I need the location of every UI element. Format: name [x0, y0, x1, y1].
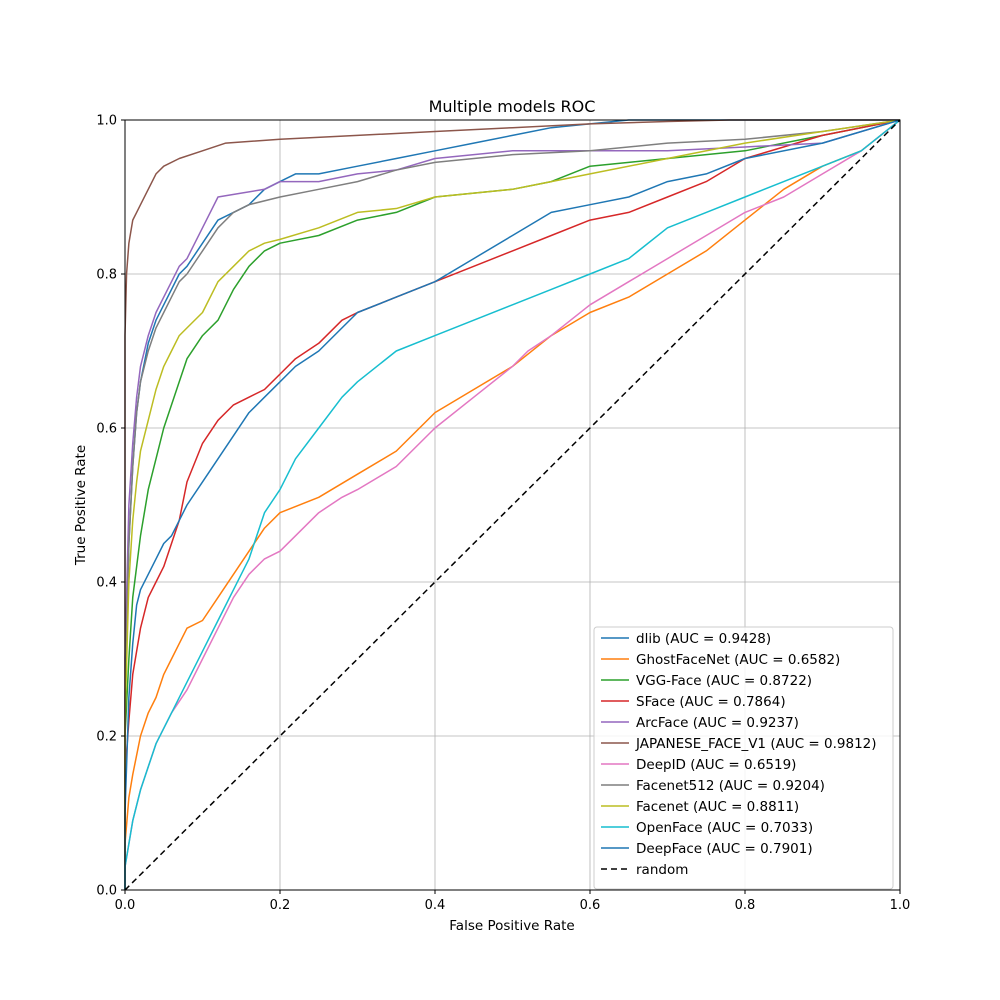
- series-line-10: [124, 119, 901, 890]
- legend-entry-label: SFace (AUC = 0.7864): [636, 694, 786, 710]
- plot-frame: [124, 119, 901, 891]
- series-line-8: [124, 119, 901, 890]
- y-tick-label: 0.8: [96, 268, 117, 283]
- x-axis-label: False Positive Rate: [449, 918, 574, 934]
- legend-entry-label: JAPANESE_FACE_V1 (AUC = 0.9812): [635, 736, 877, 752]
- series-line-9: [124, 119, 901, 890]
- legend-entry-label: GhostFaceNet (AUC = 0.6582): [636, 652, 840, 668]
- series-line-2: [124, 119, 901, 890]
- legend-entry-label: DeepID (AUC = 0.6519): [636, 757, 796, 773]
- series-line-3: [124, 119, 901, 890]
- legend-entry-label: VGG-Face (AUC = 0.8722): [636, 673, 812, 689]
- legend-entry-label: DeepFace (AUC = 0.7901): [636, 841, 813, 857]
- y-tick-label: 1.0: [96, 114, 117, 129]
- axis-ticks: 0.0 0.2 0.4 0.6 0.8 1.0 0.0 0.2 0.4 0.6 0.8 1.0: [96, 114, 910, 914]
- series-line-7: [124, 119, 901, 890]
- y-axis-label: True Positive Rate: [73, 445, 89, 566]
- chart-title: Multiple models ROC: [429, 97, 596, 116]
- legend-entry-label: OpenFace (AUC = 0.7033): [636, 820, 813, 836]
- series-line-11: [124, 119, 901, 891]
- series-lines: [124, 119, 901, 891]
- legend-box: [593, 626, 894, 890]
- legend-entry-label: ArcFace (AUC = 0.9237): [636, 715, 799, 731]
- legend-entry-label: dlib (AUC = 0.9428): [636, 631, 771, 647]
- series-line-1: [124, 119, 901, 890]
- legend-entry-label: random: [636, 862, 688, 878]
- x-tick-label: 0.2: [270, 898, 291, 913]
- x-tick-label: 0.4: [425, 898, 446, 913]
- legend-entry-label: Facenet512 (AUC = 0.9204): [636, 778, 825, 794]
- series-line-4: [124, 119, 901, 890]
- y-tick-label: 0.2: [96, 730, 117, 745]
- y-tick-label: 0.6: [96, 422, 117, 437]
- x-tick-label: 0.6: [580, 898, 601, 913]
- legend: dlib (AUC = 0.9428) GhostFaceNet (AUC = 0…: [593, 626, 894, 890]
- x-tick-label: 1.0: [890, 898, 911, 913]
- y-tick-label: 0.4: [96, 576, 117, 591]
- x-tick-label: 0.8: [735, 898, 756, 913]
- x-tick-label: 0.0: [115, 898, 136, 913]
- legend-entry-label: Facenet (AUC = 0.8811): [636, 799, 799, 815]
- series-line-5: [124, 119, 900, 890]
- y-tick-label: 0.0: [96, 884, 117, 899]
